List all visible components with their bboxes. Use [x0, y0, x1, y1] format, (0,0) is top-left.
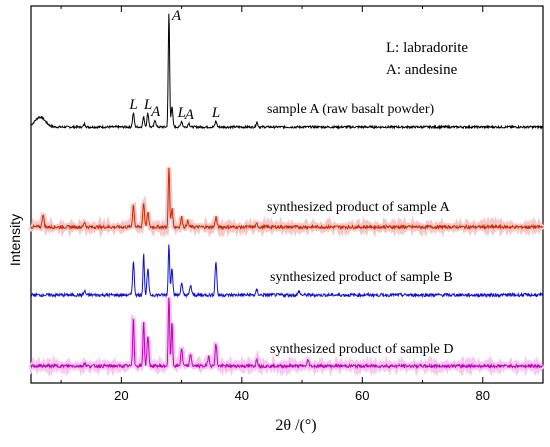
legend-entry-labradorite: L: labradorite	[386, 40, 468, 56]
y-axis-title: Intensity	[7, 214, 23, 266]
peak-label-7: A	[184, 107, 195, 123]
x-axis-title: 2θ /(°)	[275, 417, 316, 434]
series-line-1	[30, 167, 544, 231]
tick-layer: 20 40 60 80	[60, 6, 544, 403]
x-tick-label: 80	[476, 388, 490, 403]
x-tick-label: 60	[355, 388, 369, 403]
legend-entry-andesine: A: andesine	[386, 62, 458, 78]
series-halo-1	[28, 167, 545, 239]
peak-label-6: L	[177, 105, 186, 121]
x-tick-label: 20	[114, 388, 128, 403]
series-label-syn-d: synthesized product of sample D	[270, 342, 454, 357]
peak-label-8: L	[211, 105, 220, 121]
series-line-0	[30, 13, 544, 130]
peak-label-4: A	[171, 8, 182, 24]
series-line-2	[30, 244, 544, 299]
plot-frame	[30, 5, 544, 384]
x-tick-label: 40	[235, 388, 249, 403]
peak-label-3: A	[150, 104, 161, 120]
peak-label-0: L	[128, 97, 137, 113]
series-label-syn-b: synthesized product of sample B	[270, 270, 453, 285]
series-line-3	[30, 297, 543, 370]
series-label-syn-a: synthesized product of sample A	[267, 200, 451, 215]
peak-label-2: L	[143, 97, 152, 113]
series-label-raw: sample A (raw basalt powder)	[267, 102, 435, 117]
series-halo-3	[28, 297, 545, 378]
